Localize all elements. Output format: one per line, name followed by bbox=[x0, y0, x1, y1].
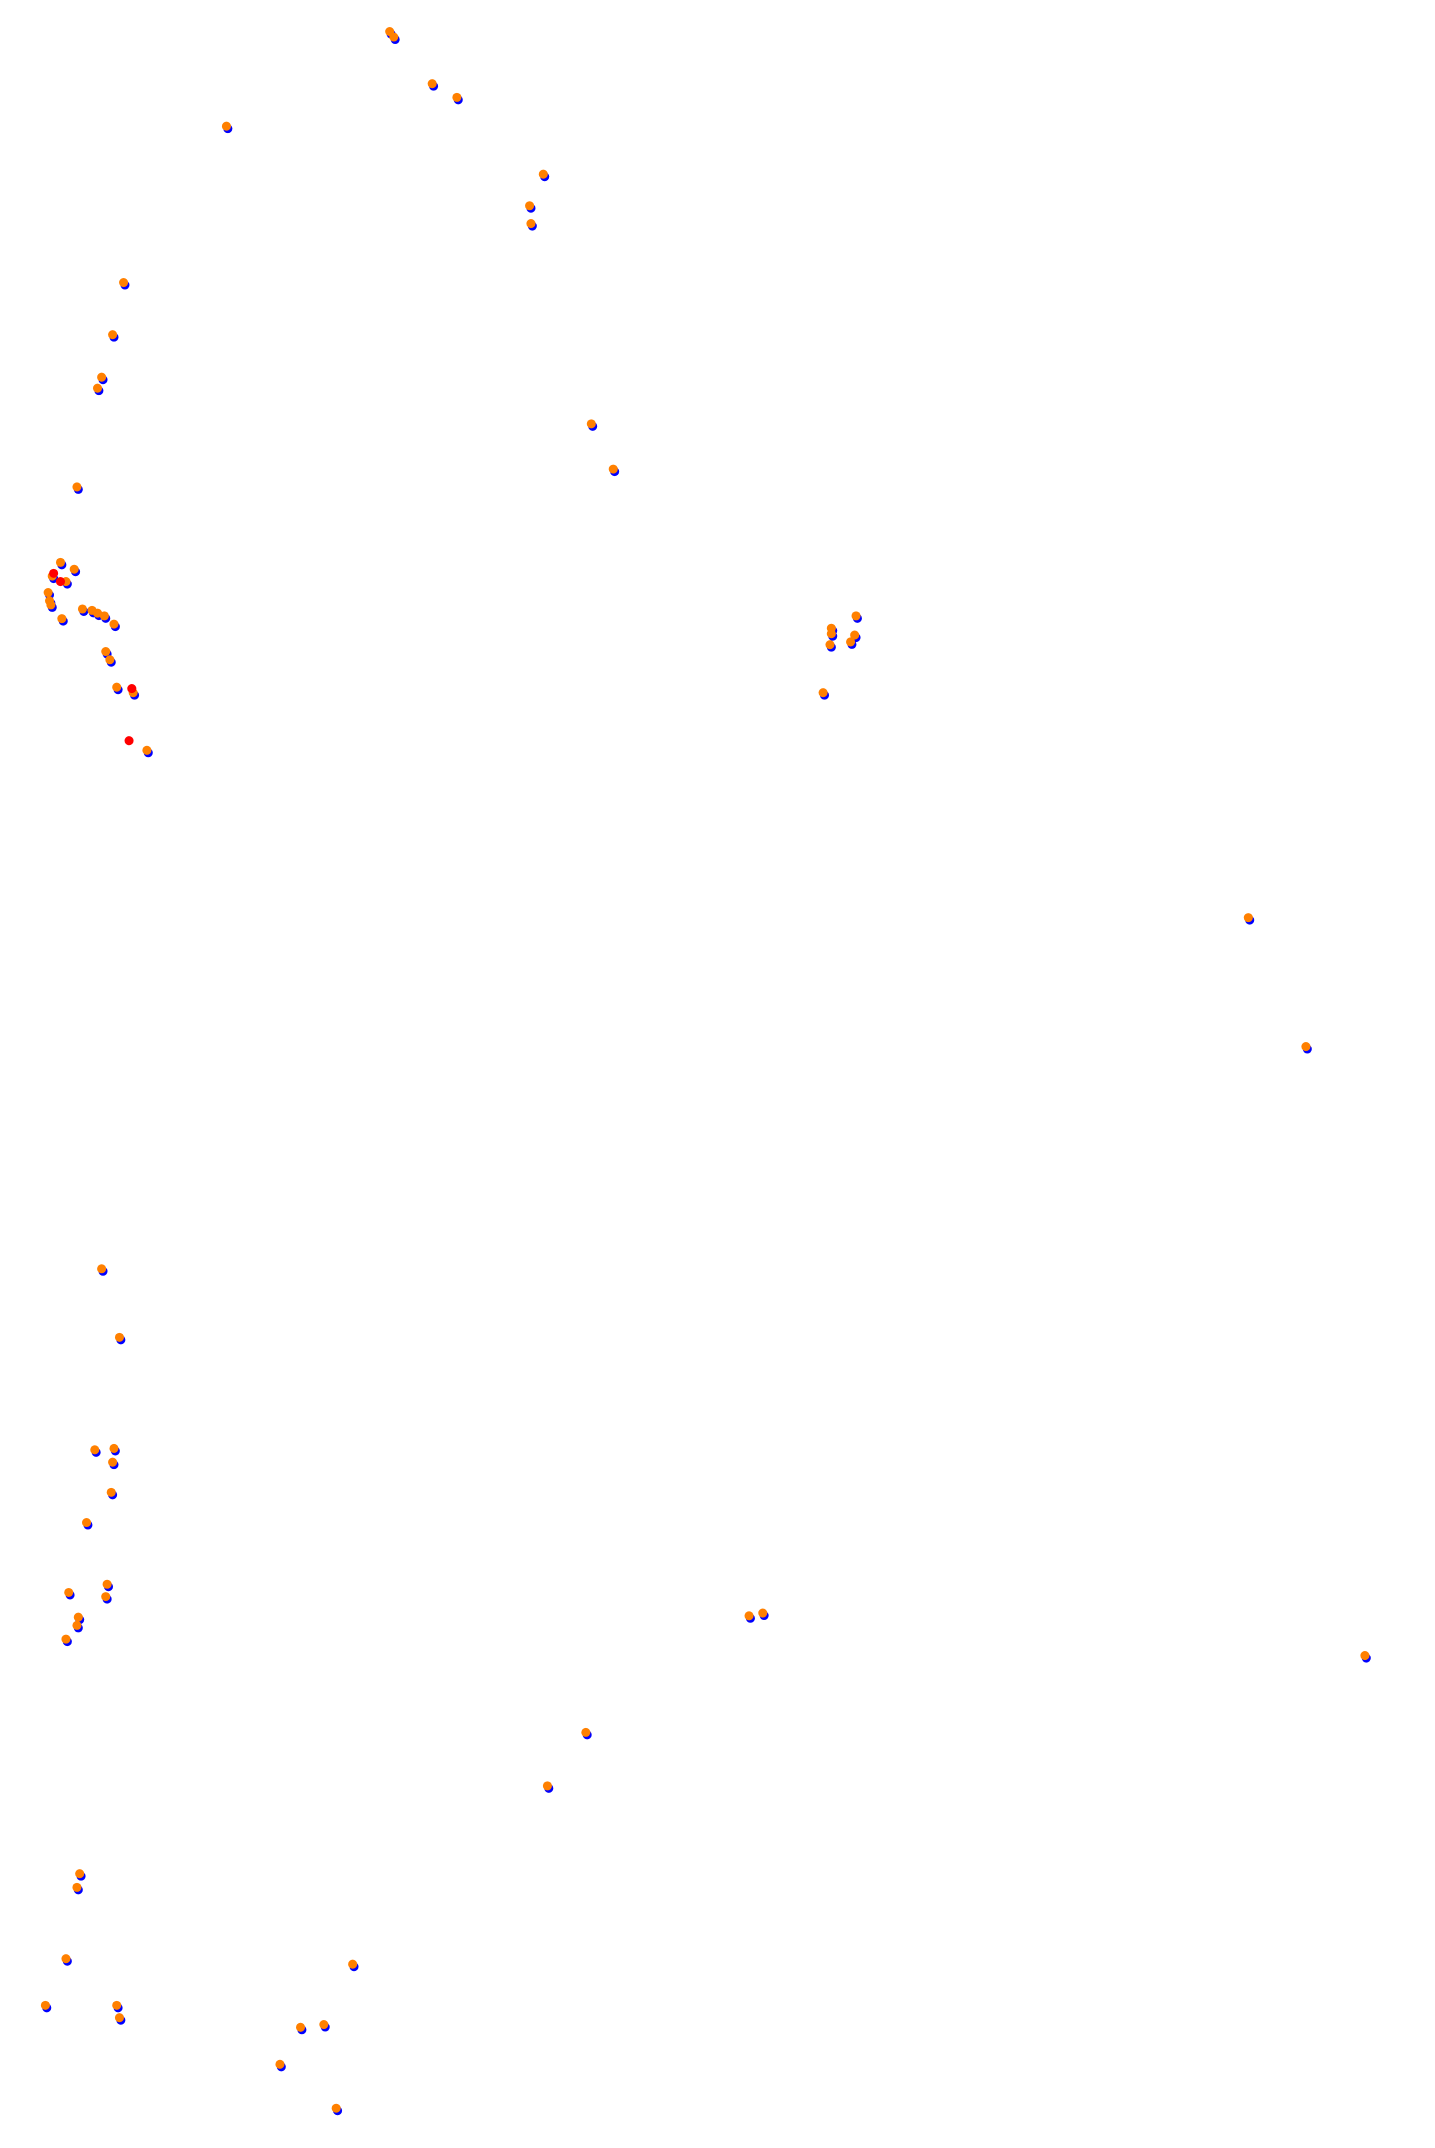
data-point-main-49 bbox=[64, 1587, 74, 1598]
data-point-main-13 bbox=[608, 464, 618, 474]
data-point-highlight-0 bbox=[49, 568, 59, 578]
data-point-main-32 bbox=[142, 745, 152, 755]
data-point-main-55 bbox=[744, 1611, 754, 1621]
data-point-highlight-2 bbox=[127, 684, 137, 694]
data-point-main-59 bbox=[542, 1781, 552, 1791]
data-point-highlight-1 bbox=[55, 577, 66, 587]
data-point-main-65 bbox=[112, 2000, 122, 2010]
data-point-main-30 bbox=[112, 682, 122, 692]
data-point-main-37 bbox=[850, 630, 860, 640]
data-point-main-15 bbox=[55, 557, 66, 567]
data-point-main-68 bbox=[295, 2022, 306, 2032]
data-point-main-9 bbox=[108, 330, 118, 340]
data-point-main-5 bbox=[538, 169, 548, 179]
data-point-highlight-3 bbox=[124, 736, 134, 746]
data-point-main-60 bbox=[75, 1869, 85, 1879]
data-point-main-7 bbox=[526, 219, 536, 229]
data-point-main-50 bbox=[102, 1579, 112, 1589]
data-point-main-12 bbox=[586, 419, 596, 429]
data-point-main-16 bbox=[69, 564, 79, 574]
data-point-main-23 bbox=[77, 604, 87, 614]
data-point-main-51 bbox=[101, 1592, 111, 1602]
data-point-main-47 bbox=[106, 1487, 116, 1497]
series-highlight bbox=[49, 568, 137, 746]
data-point-main-1 bbox=[389, 32, 399, 42]
data-point-main-64 bbox=[40, 2000, 50, 2010]
data-point-main-69 bbox=[275, 2059, 285, 2069]
data-point-main-66 bbox=[114, 2013, 124, 2023]
data-point-main-57 bbox=[1360, 1651, 1370, 1661]
data-point-main-19 bbox=[43, 588, 53, 598]
data-point-main-45 bbox=[109, 1443, 119, 1453]
data-point-main-3 bbox=[452, 92, 462, 102]
data-point-main-52 bbox=[73, 1612, 83, 1622]
data-point-main-61 bbox=[72, 1882, 82, 1892]
data-point-main-38 bbox=[846, 637, 856, 647]
data-point-main-40 bbox=[1243, 913, 1253, 923]
data-point-main-44 bbox=[90, 1445, 100, 1455]
data-point-main-8 bbox=[119, 278, 129, 288]
data-point-main-25 bbox=[92, 608, 103, 618]
data-point-main-14 bbox=[72, 482, 82, 492]
data-point-main-33 bbox=[851, 611, 861, 621]
data-point-main-22 bbox=[57, 614, 67, 624]
data-point-main-10 bbox=[97, 372, 107, 382]
series-shadow bbox=[42, 29, 1371, 2116]
data-point-main-2 bbox=[427, 79, 437, 89]
data-point-main-36 bbox=[825, 640, 835, 650]
data-point-main-27 bbox=[109, 619, 119, 629]
data-point-main-26 bbox=[99, 611, 109, 621]
data-point-main-67 bbox=[319, 2020, 329, 2030]
data-point-main-46 bbox=[108, 1457, 118, 1467]
data-point-main-28 bbox=[101, 647, 111, 657]
data-point-main-54 bbox=[61, 1634, 71, 1644]
data-point-main-42 bbox=[97, 1264, 107, 1274]
data-point-main-62 bbox=[61, 1954, 71, 1964]
data-point-main-21 bbox=[46, 600, 56, 610]
data-point-main-43 bbox=[114, 1332, 124, 1342]
data-point-main-11 bbox=[92, 383, 103, 393]
data-point-main-63 bbox=[348, 1959, 358, 1969]
data-point-main-29 bbox=[105, 655, 115, 665]
data-point-main-53 bbox=[72, 1620, 82, 1630]
data-point-main-70 bbox=[331, 2103, 341, 2113]
data-point-main-58 bbox=[581, 1727, 591, 1737]
data-point-main-4 bbox=[221, 121, 231, 131]
data-point-main-35 bbox=[826, 629, 836, 639]
series-main bbox=[40, 27, 1370, 2113]
data-point-main-48 bbox=[82, 1518, 92, 1528]
data-point-main-39 bbox=[818, 688, 828, 698]
data-point-main-56 bbox=[758, 1608, 768, 1618]
data-point-main-6 bbox=[525, 201, 535, 211]
data-point-main-41 bbox=[1301, 1042, 1311, 1052]
